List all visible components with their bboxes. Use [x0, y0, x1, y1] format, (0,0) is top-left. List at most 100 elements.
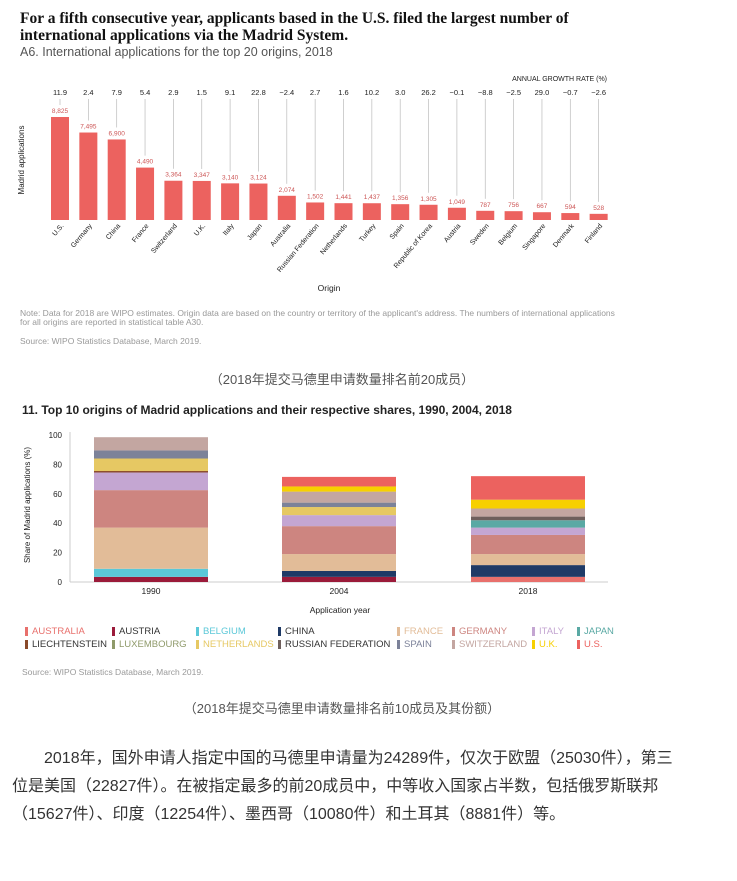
value-label: 787 — [480, 202, 491, 209]
legend-label: FRANCE — [404, 626, 444, 637]
stacked-segment-italy — [471, 527, 585, 535]
stacked-segment-italy — [94, 472, 208, 491]
legend-swatch — [278, 627, 281, 636]
legend-swatch — [452, 627, 455, 636]
legend-label: JAPAN — [584, 626, 614, 637]
x-tick-label: Italy — [222, 222, 236, 237]
legend-label: SPAIN — [404, 639, 432, 650]
legend-item: SPAIN — [397, 639, 432, 650]
legend-label: LUXEMBOURG — [119, 639, 187, 650]
stacked-segment-spain — [94, 450, 208, 459]
growth-rate-header: ANNUAL GROWTH RATE (%) — [512, 76, 607, 83]
legend-item: AUSTRALIA — [25, 626, 85, 637]
legend-swatch — [196, 640, 199, 649]
chart2-legend: AUSTRALIA AUSTRIA BELGIUM CHINA FRANCE GERMAN… — [0, 626, 737, 656]
legend-item: BELGIUM — [196, 626, 246, 637]
bar — [447, 207, 466, 220]
bar — [107, 139, 126, 220]
x-axis-label: Origin — [318, 283, 341, 293]
legend-swatch — [577, 627, 580, 636]
value-label: 1,502 — [307, 193, 324, 200]
chart1-subtitle: A6. International applications for the t… — [20, 45, 333, 59]
growth-rate-label: 22.8 — [251, 88, 266, 97]
legend-item: LUXEMBOURG — [112, 639, 187, 650]
legend-label: CHINA — [285, 626, 315, 637]
bar — [532, 212, 551, 220]
legend-swatch — [452, 640, 455, 649]
stacked-segment-switzerland — [282, 491, 396, 503]
growth-rate-label: 2.4 — [83, 88, 93, 97]
stacked-segment-france — [471, 554, 585, 566]
stacked-segment-u-s- — [282, 476, 396, 487]
stacked-segment-china — [471, 565, 585, 577]
stacked-segment-u-s- — [471, 476, 585, 500]
legend-item: CHINA — [278, 626, 315, 637]
growth-rate-label: 1.6 — [338, 88, 348, 97]
growth-rate-label: 3.0 — [395, 88, 405, 97]
stacked-segment-switzerland — [471, 508, 585, 517]
stacked-segment-austria — [282, 576, 396, 582]
growth-rate-label: 29.0 — [535, 88, 550, 97]
growth-rate-label: 7.9 — [111, 88, 121, 97]
legend-swatch — [532, 640, 535, 649]
growth-rate-label: 26.2 — [421, 88, 436, 97]
value-label: 3,347 — [194, 172, 211, 179]
x-tick-label: Sweden — [469, 223, 491, 247]
bar — [79, 132, 98, 220]
stacked-segment-germany — [471, 534, 585, 555]
growth-rate-label: −0.1 — [449, 88, 464, 97]
legend-swatch — [278, 640, 281, 649]
x-tick-label: France — [131, 223, 150, 244]
bar — [277, 195, 296, 220]
legend-swatch — [397, 640, 400, 649]
growth-rate-label: 9.1 — [225, 88, 235, 97]
stacked-segment-u-k- — [282, 486, 396, 492]
value-label: 7,495 — [80, 124, 97, 131]
growth-rate-label: 2.9 — [168, 88, 178, 97]
chart1-source: Source: WIPO Statistics Database, March … — [20, 336, 202, 346]
x-tick-label: Japan — [246, 223, 264, 242]
legend-item: JAPAN — [577, 626, 614, 637]
legend-item: U.S. — [577, 639, 602, 650]
value-label: 1,441 — [335, 194, 352, 201]
legend-label: NETHERLANDS — [203, 639, 274, 650]
x-tick-label: Australia — [269, 223, 292, 248]
x-tick-label: U.K. — [193, 223, 207, 238]
growth-rate-label: −2.5 — [506, 88, 521, 97]
stacked-segment-switzerland — [94, 437, 208, 451]
growth-rate-label: −2.4 — [279, 88, 294, 97]
y-axis-label: Share of Madrid applications (%) — [23, 447, 32, 563]
x-tick-label: Turkey — [358, 222, 377, 243]
legend-swatch — [577, 640, 580, 649]
legend-swatch — [532, 627, 535, 636]
y-tick-label: 20 — [53, 549, 62, 558]
legend-item: FRANCE — [397, 626, 443, 637]
value-label: 2,074 — [279, 187, 296, 194]
x-tick-label: Austria — [443, 223, 462, 244]
bar — [164, 180, 183, 220]
bar — [589, 213, 608, 220]
x-tick-label: Netherlands — [319, 222, 349, 256]
value-label: 8,825 — [52, 108, 69, 115]
x-tick-label: Belgium — [498, 223, 520, 247]
body-paragraph: 2018年，国外申请人指定中国的马德里申请量为24289件，仅次于欧盟（2503… — [12, 750, 673, 823]
value-label: 4,490 — [137, 159, 154, 166]
bar — [561, 213, 580, 220]
value-label: 1,305 — [420, 196, 437, 203]
legend-item: AUSTRIA — [112, 626, 160, 637]
stacked-segment-japan — [471, 520, 585, 528]
value-label: 3,140 — [222, 174, 239, 181]
value-label: 756 — [508, 202, 519, 209]
bar — [192, 180, 211, 220]
growth-rate-label: 2.7 — [310, 88, 320, 97]
chart2-stacked-bar-chart: 0 20 40 60 80 100 Share of Madrid applications… — [23, 431, 608, 615]
legend-label: AUSTRIA — [119, 626, 161, 637]
legend-label: SWITZERLAND — [459, 639, 528, 650]
stacked-segment-australia — [471, 576, 585, 582]
value-label: 528 — [593, 205, 604, 212]
chart2-title: 11. Top 10 origins of Madrid application… — [22, 403, 512, 417]
legend-item: RUSSIAN FEDERATION — [278, 639, 390, 650]
x-tick-label: U.S. — [51, 223, 65, 238]
value-label: 3,364 — [165, 172, 182, 179]
legend-label: LIECHTENSTEIN — [32, 639, 107, 650]
